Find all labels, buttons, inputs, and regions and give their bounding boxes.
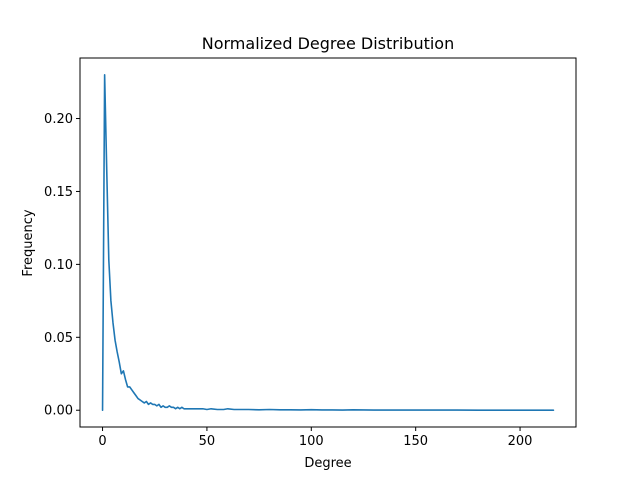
y-tick-label: 0.20 <box>44 112 73 127</box>
plot-frame <box>79 57 577 428</box>
x-axis-label: Degree <box>304 456 351 471</box>
y-axis-ticks: 0.00 0.05 0.10 0.15 0.20 <box>44 112 80 419</box>
y-tick-label: 0.05 <box>44 331 73 346</box>
x-tick-label: 150 <box>403 434 428 449</box>
y-tick-label: 0.15 <box>44 185 73 200</box>
y-tick-label: 0.00 <box>44 404 73 419</box>
x-axis-ticks: 0 50 100 150 200 <box>98 427 532 449</box>
y-tick-label: 0.10 <box>44 258 73 273</box>
series-line <box>101 73 555 412</box>
x-tick-label: 200 <box>508 434 533 449</box>
x-tick-label: 50 <box>199 434 216 449</box>
y-axis-label: Frequency <box>21 209 36 276</box>
x-tick-label: 0 <box>98 434 106 449</box>
chart-title: Normalized Degree Distribution <box>202 34 454 53</box>
x-tick-label: 100 <box>299 434 324 449</box>
